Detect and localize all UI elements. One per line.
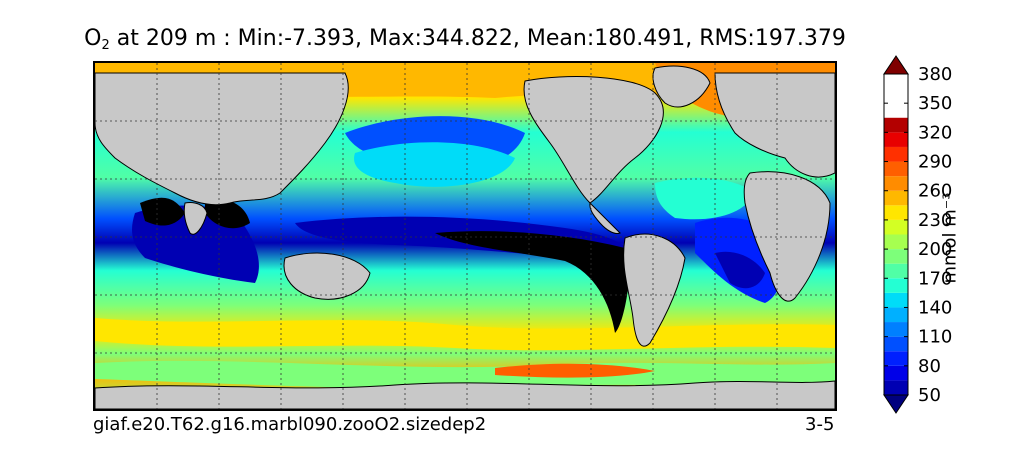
land: [95, 65, 835, 409]
colorbar-segment: [884, 292, 908, 308]
chart-title: O2 at 209 m : Min:-7.393, Max:344.822, M…: [0, 26, 930, 53]
colorbar-segment: [884, 322, 908, 337]
colorbar-tick-label: 260: [918, 181, 952, 202]
colorbar: 50 80 110 140 170 200 230 260 290 320 350 380: [883, 55, 952, 414]
colorbar-segment: [884, 117, 908, 133]
colorbar-segment: [884, 278, 908, 293]
colorbar-segment: [884, 190, 908, 206]
colorbar-segment: [884, 351, 908, 366]
colorbar-segment: [884, 146, 908, 162]
colorbar-tick-label: 320: [918, 122, 952, 143]
colorbar-segment: [884, 307, 908, 323]
title-stats: at 209 m : Min:-7.393, Max:344.822, Mean…: [109, 26, 846, 51]
title-variable: O: [84, 26, 102, 51]
colorbar-segment: [884, 219, 908, 235]
colorbar-segment: [884, 132, 908, 147]
colorbar-tick-label: 50: [918, 385, 941, 406]
north-atlantic: [655, 177, 755, 220]
colorbar-segment: [884, 365, 908, 381]
ocean-oxygen-map: [93, 61, 837, 411]
grid: [95, 63, 835, 409]
title-subscript: 2: [101, 38, 110, 53]
colorbar-tick-label: 200: [918, 239, 952, 260]
colorbar-tick-label: 290: [918, 152, 952, 173]
atlantic-core: [715, 251, 765, 289]
colorbar-tick-label: 110: [918, 327, 952, 348]
colorbar-tick-label: 140: [918, 297, 952, 318]
bay-of-bengal-core: [205, 199, 250, 229]
colorbar-segment: [884, 336, 908, 352]
colorbar-tick-label: 80: [918, 356, 941, 377]
colorbar-segment: [884, 263, 908, 279]
colorbar-segment: [884, 176, 908, 191]
colorbar-segment: [884, 249, 908, 264]
southern-band-orange: [495, 363, 655, 378]
colorbar-segment: [884, 234, 908, 250]
eq-pacific-omz-core: [435, 231, 630, 333]
case-name: giaf.e20.T62.g16.marbl090.zooO2.sizedep2: [93, 414, 487, 435]
colorbar-tick-label: 170: [918, 268, 952, 289]
colorbar-extend-max: [883, 55, 909, 75]
year-range: 3-5: [805, 414, 835, 435]
arabian-sea-core: [140, 197, 185, 226]
colorbar-tick-label: 380: [918, 64, 952, 85]
colorbar-extend-min: [883, 394, 909, 414]
colorbar-segment: [884, 380, 908, 395]
colorbar-label: mmol m⁻³: [939, 192, 961, 284]
colorbar-outline: [883, 73, 909, 396]
colorbar-tick-label: 230: [918, 210, 952, 231]
north-pacific-mid: [354, 142, 515, 187]
colorbar-tick-label: 350: [918, 93, 952, 114]
southern-band-green: [95, 360, 835, 389]
colorbar-segment: [884, 205, 908, 220]
colorbar-segment: [884, 161, 908, 177]
